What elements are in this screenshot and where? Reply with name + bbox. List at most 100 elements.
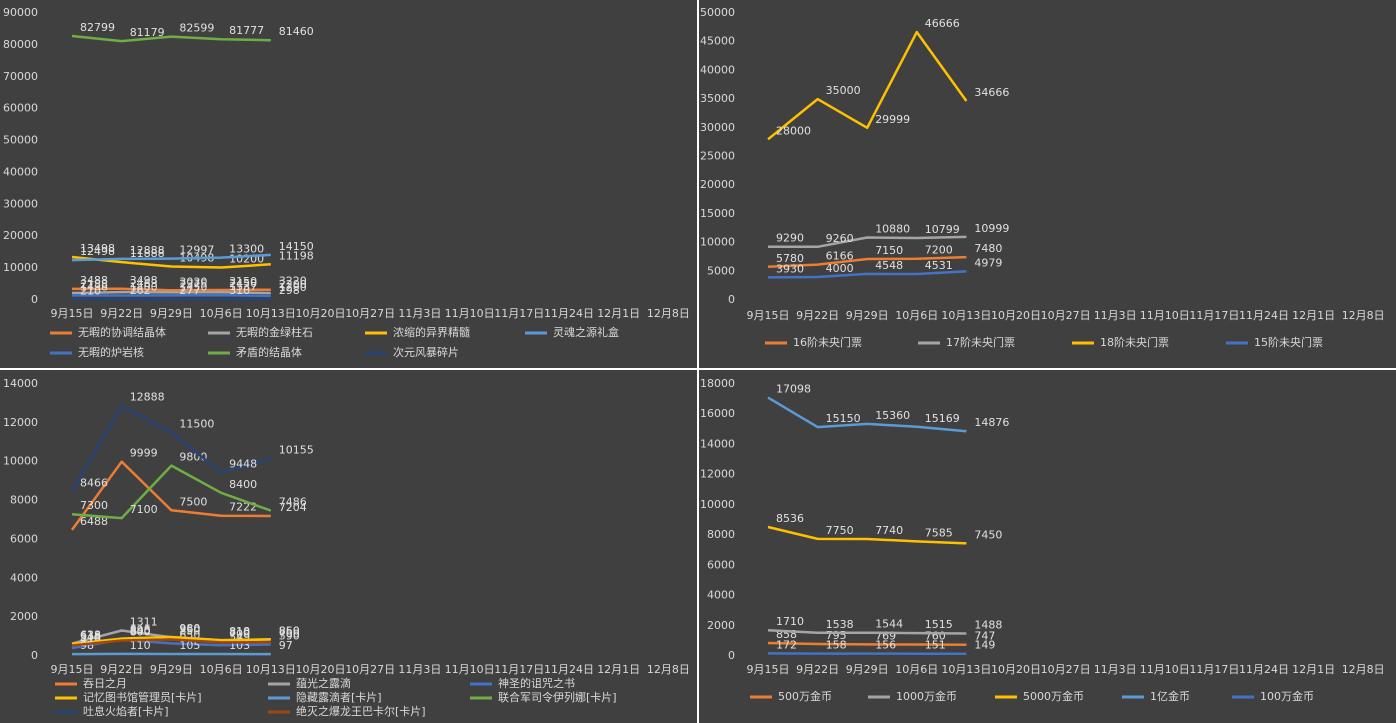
series-line xyxy=(71,638,271,647)
legend-label: 16阶未央门票 xyxy=(793,335,862,349)
x-tick-label: 10月27日 xyxy=(345,663,395,676)
data-label: 46666 xyxy=(925,17,960,30)
legend-label: 1000万金币 xyxy=(896,689,957,703)
data-label: 97 xyxy=(279,639,293,652)
x-tick-label: 12月8日 xyxy=(647,663,690,676)
data-label: 7450 xyxy=(974,528,1002,541)
x-tick-label: 12月8日 xyxy=(1342,663,1385,676)
data-label: 310 xyxy=(229,284,250,297)
x-tick-label: 9月29日 xyxy=(846,309,889,322)
data-label: 6166 xyxy=(826,250,854,263)
x-tick-label: 12月1日 xyxy=(597,663,640,676)
data-label: 2375 xyxy=(179,277,207,290)
data-label: 3220 xyxy=(279,275,307,288)
data-label: 15169 xyxy=(925,412,960,425)
data-label: 1311 xyxy=(130,616,158,629)
legend-label: 绝灭之爆龙王巴卡尔[卡片] xyxy=(296,704,426,718)
data-label: 12888 xyxy=(130,244,165,257)
x-tick-label: 10月13日 xyxy=(246,307,296,320)
data-label: 172 xyxy=(776,638,797,651)
x-tick-label: 10月13日 xyxy=(941,663,991,676)
data-label: 540 xyxy=(80,631,101,644)
y-tick-label: 14000 xyxy=(700,437,735,450)
data-label: 12888 xyxy=(130,391,165,404)
x-tick-label: 10月13日 xyxy=(941,309,991,322)
data-label: 4000 xyxy=(826,262,854,275)
data-label: 9448 xyxy=(229,457,257,470)
legend-label: 5000万金币 xyxy=(1023,689,1084,703)
data-label: 4531 xyxy=(925,259,953,272)
data-label: 1290 xyxy=(279,281,307,294)
legend-label: 浓缩的异界精髓 xyxy=(393,325,470,339)
x-tick-label: 11月24日 xyxy=(1239,309,1289,322)
x-tick-label: 11月3日 xyxy=(1094,309,1137,322)
series-line xyxy=(767,30,968,141)
data-label: 105 xyxy=(179,639,200,652)
y-tick-label: 25000 xyxy=(700,150,735,163)
y-tick-label: 90000 xyxy=(3,6,38,19)
data-label: 7200 xyxy=(925,244,953,257)
legend-label: 500万金币 xyxy=(778,689,832,703)
data-label: 4548 xyxy=(875,259,903,272)
data-label: 28000 xyxy=(776,124,811,137)
data-label: 3150 xyxy=(229,275,257,288)
data-label: 7222 xyxy=(229,501,257,514)
data-label: 13300 xyxy=(229,243,264,256)
y-tick-label: 70000 xyxy=(3,70,38,83)
data-label: 210 xyxy=(80,284,101,297)
series-line xyxy=(767,396,967,433)
data-label: 800 xyxy=(130,625,151,638)
series-line xyxy=(767,255,967,269)
x-tick-label: 9月22日 xyxy=(796,663,839,676)
y-tick-label: 20000 xyxy=(3,229,38,242)
legend-label: 隐藏露滴者[卡片] xyxy=(296,690,382,704)
y-tick-label: 10000 xyxy=(3,261,38,274)
y-tick-label: 50000 xyxy=(700,6,735,19)
y-tick-label: 80000 xyxy=(3,38,38,51)
x-tick-label: 10月20日 xyxy=(991,663,1041,676)
data-label: 850 xyxy=(179,624,200,637)
data-label: 11888 xyxy=(130,247,165,260)
data-label: 7500 xyxy=(179,495,207,508)
y-tick-label: 6000 xyxy=(10,532,38,545)
x-tick-label: 9月15日 xyxy=(747,663,790,676)
series-line xyxy=(767,270,967,279)
x-tick-label: 9月29日 xyxy=(150,663,193,676)
legend-label: 1亿金币 xyxy=(1150,689,1190,703)
x-tick-label: 10月20日 xyxy=(991,309,1041,322)
data-label: 2463 xyxy=(130,277,158,290)
x-tick-label: 11月10日 xyxy=(1140,309,1190,322)
x-tick-label: 9月22日 xyxy=(796,309,839,322)
series-line xyxy=(71,253,271,262)
legend-label: 灵魂之源礼盒 xyxy=(553,325,619,339)
x-tick-label: 11月17日 xyxy=(1189,663,1239,676)
y-tick-label: 4000 xyxy=(707,589,735,602)
data-label: 1537 xyxy=(229,280,257,293)
data-label: 156 xyxy=(875,639,896,652)
y-tick-label: 50000 xyxy=(3,134,38,147)
y-tick-label: 18000 xyxy=(700,377,735,390)
x-tick-label: 10月27日 xyxy=(1041,309,1091,322)
series-line xyxy=(71,34,271,43)
x-tick-label: 12月8日 xyxy=(647,307,690,320)
data-label: 7300 xyxy=(80,499,108,512)
legend-label: 15阶未央门票 xyxy=(1254,335,1323,349)
x-tick-label: 10月13日 xyxy=(246,663,296,676)
y-tick-label: 30000 xyxy=(3,197,38,210)
y-tick-label: 10000 xyxy=(3,455,38,468)
x-tick-label: 11月3日 xyxy=(398,307,441,320)
data-label: 1710 xyxy=(776,615,804,628)
legend-label: 无暇的协调结晶体 xyxy=(78,325,166,339)
series-line xyxy=(767,628,967,635)
data-label: 590 xyxy=(279,630,300,643)
data-label: 8466 xyxy=(80,477,108,490)
data-label: 82799 xyxy=(80,21,115,34)
data-label: 1488 xyxy=(974,619,1002,632)
legend-label: 17阶未央门票 xyxy=(946,335,1015,349)
y-tick-label: 20000 xyxy=(700,178,735,191)
data-label: 3498 xyxy=(130,274,158,287)
data-label: 9999 xyxy=(130,447,158,460)
legend-label: 联合军司令伊列娜[卡片] xyxy=(498,690,617,704)
y-tick-label: 16000 xyxy=(700,407,735,420)
x-tick-label: 11月17日 xyxy=(494,663,544,676)
